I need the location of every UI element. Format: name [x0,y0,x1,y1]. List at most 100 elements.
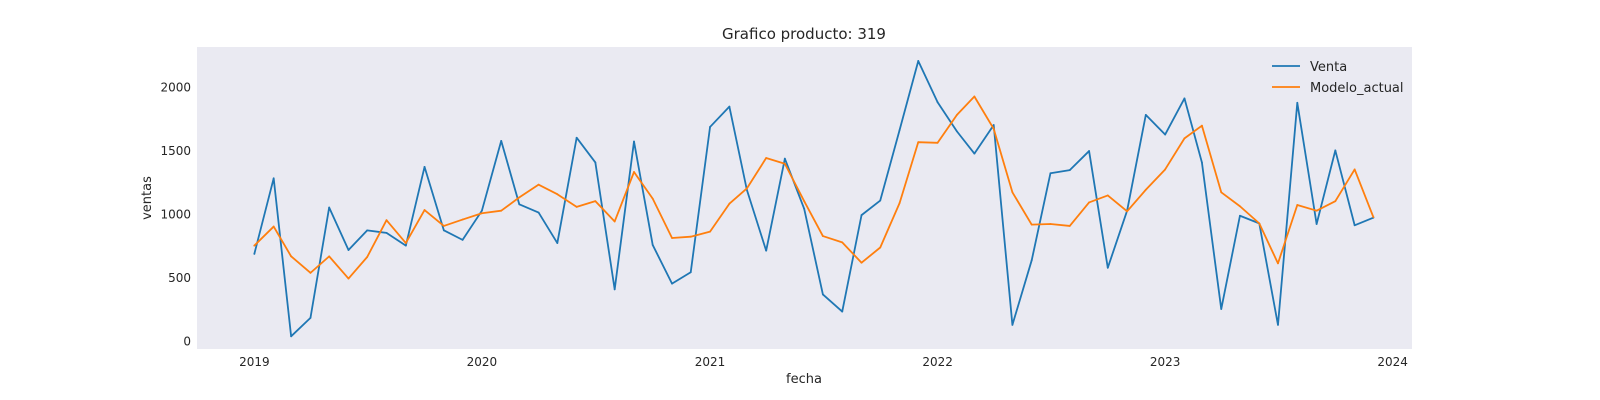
data-point [347,277,350,280]
data-point [309,317,312,319]
data-point [1296,101,1299,104]
x-tick-label: 2023 [1150,355,1181,369]
data-point [728,202,731,205]
data-point [1239,205,1241,208]
data-point [290,335,293,338]
data-point [253,244,256,247]
data-point [594,200,597,203]
data-point [1239,214,1241,217]
data-point [1106,266,1109,269]
data-point [423,209,426,211]
data-point [575,205,578,208]
data-point [765,249,768,252]
data-point [309,271,312,274]
data-point [1126,210,1129,213]
data-point [480,209,483,212]
data-point [689,235,692,238]
data-point [423,166,426,168]
x-tick-label: 2019 [239,355,270,369]
data-point [1144,113,1147,116]
data-point [328,255,331,258]
data-point [765,157,768,159]
data-point [956,130,958,133]
data-point [556,193,559,196]
y-axis-ticks: 0 500 1000 1500 2000 [160,81,191,349]
x-tick-label: 2024 [1377,355,1408,369]
data-point [404,242,407,244]
data-point [1315,209,1318,212]
data-point [613,288,616,291]
data-point [1049,172,1052,175]
data-point [956,113,958,116]
data-point [328,206,331,209]
data-point [537,211,540,214]
data-point [272,177,275,180]
data-point [898,129,901,132]
data-point [783,162,786,165]
data-point [500,209,503,212]
y-axis-label: ventas [140,176,155,220]
data-point [917,60,920,62]
data-point [385,219,388,222]
data-point [841,241,844,244]
data-point [1353,168,1356,171]
data-point [1164,133,1167,136]
data-point [500,140,503,142]
data-point [803,207,806,210]
legend-label: Venta [1310,60,1347,75]
data-point [1049,223,1052,225]
data-point [1068,225,1071,227]
data-point [461,218,464,221]
data-point [1030,259,1033,262]
plot-background [197,47,1412,349]
data-point [556,242,559,244]
legend: Venta Modelo_actual [1272,60,1404,96]
y-tick-label: 500 [168,271,191,285]
data-point [461,238,464,241]
data-point [973,95,976,98]
data-point [936,101,939,104]
series-line-venta [253,60,1375,338]
data-point [1201,161,1203,164]
data-point [1296,204,1299,206]
data-point [385,231,388,234]
data-point [1183,137,1186,140]
data-point [1011,323,1014,326]
data-point [1088,150,1090,152]
data-point [1183,97,1186,100]
data-point [803,200,806,203]
x-tick-label: 2021 [695,355,726,369]
series-line-modelo-actual [253,95,1375,280]
y-tick-label: 1000 [160,207,191,221]
data-point [366,229,369,232]
data-point [613,220,616,223]
data-point [1011,191,1014,194]
data-point [1277,323,1279,326]
data-point [1068,169,1071,171]
chart-title: Grafico producto: 319 [722,25,886,43]
data-point [1334,149,1337,152]
data-point [783,157,786,160]
data-point [651,244,654,246]
data-point [860,261,863,264]
data-point [992,127,995,130]
data-point [518,203,521,206]
data-point [366,256,369,258]
x-tick-label: 2020 [467,355,498,369]
data-point [442,225,445,227]
data-point [1315,223,1318,225]
x-tick-label: 2022 [922,355,953,369]
data-point [689,271,692,274]
data-point [1353,224,1356,227]
data-point [290,255,293,258]
data-point [1201,124,1203,127]
data-point [272,225,275,228]
data-point [480,212,483,215]
data-point [1334,200,1337,203]
data-point [1106,194,1109,197]
x-axis-label: fecha [786,372,822,387]
data-point [709,126,711,128]
data-point [518,196,521,199]
data-point [633,140,635,143]
